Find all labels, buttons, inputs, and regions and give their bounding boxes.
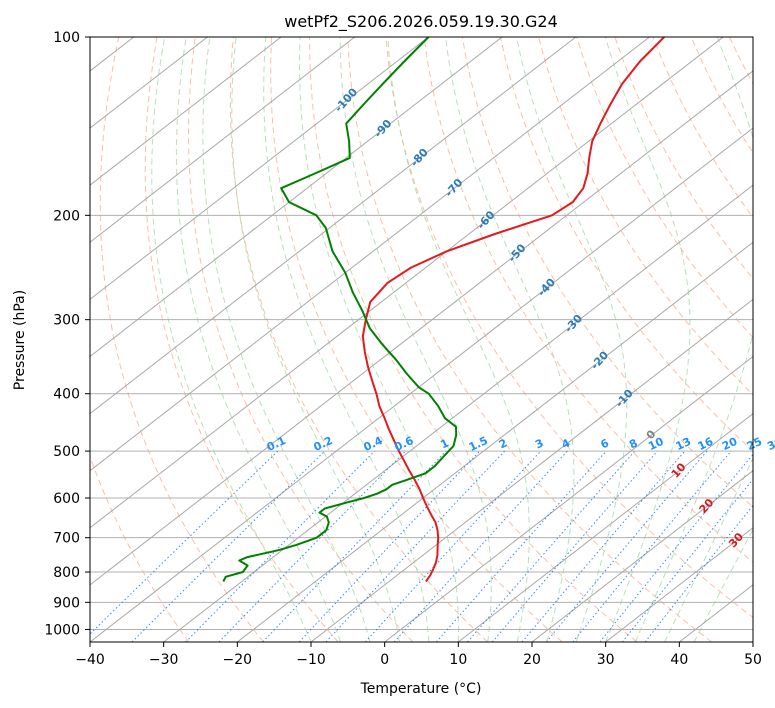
x-tick-label: 30 (597, 652, 615, 668)
moist-adiabat (387, 37, 530, 642)
dry-adiabat (347, 37, 713, 642)
x-tick-label: 0 (380, 652, 389, 668)
y-tick-label: 400 (53, 387, 80, 403)
mixing-ratio-line (218, 450, 406, 642)
isotherm-grid-line (90, 70, 753, 586)
mixing-ratio-line (364, 450, 542, 642)
dry-adiabat (229, 37, 488, 642)
mixing-ratio-label: 25 (745, 435, 764, 453)
moist-adiabat (263, 37, 430, 642)
x-tick-label: −20 (223, 652, 253, 668)
y-tick-label: 600 (53, 491, 80, 507)
isotherm-grid-line (384, 355, 753, 642)
isotherm-grid-line (531, 470, 753, 642)
x-tick-label: 50 (744, 652, 762, 668)
mixing-ratio-label: 13 (674, 435, 693, 453)
isotherm-grid-line (90, 37, 282, 186)
y-tick-label: 100 (53, 30, 80, 46)
isotherm-grid-line (458, 412, 753, 642)
moist-adiabat (298, 37, 459, 642)
dry-adiabat (270, 37, 563, 642)
x-tick-label: −40 (75, 652, 105, 668)
mixing-ratio-line (393, 450, 568, 642)
dry-adiabat (90, 454, 190, 642)
x-tick-label: 40 (670, 652, 688, 668)
isotherm-grid-line (90, 127, 753, 642)
isotherm-grid-line (237, 241, 753, 642)
background-lines (90, 37, 753, 642)
plot-frame (89, 36, 754, 643)
x-tick-label: 10 (449, 652, 467, 668)
mixing-ratio-line (298, 450, 481, 642)
isotherm-grid-line (90, 37, 503, 358)
dry-adiabat (538, 37, 753, 396)
mixing-ratio-label: 16 (696, 435, 716, 453)
moist-adiabat (516, 37, 628, 642)
mixing-ratio-line (185, 450, 375, 642)
moist-adiabat (604, 37, 691, 642)
dry-adiabat (309, 37, 638, 642)
dry-adiabat (385, 37, 753, 618)
x-axis-title: Temperature (°C) (360, 681, 482, 697)
isotherm-grid-line (90, 37, 429, 300)
temperature-profile-line (361, 37, 665, 583)
dry-adiabat (423, 37, 753, 563)
x-tick-label: −10 (296, 652, 326, 668)
chart-title: wetPf2_S206.2026.059.19.30.G24 (284, 12, 558, 32)
mixing-ratio-label: 20 (720, 435, 740, 453)
moist-adiabat (175, 37, 341, 642)
x-tick-label: 20 (523, 652, 541, 668)
mixing-ratio-label: 30 (765, 435, 775, 453)
x-tick-label: −30 (149, 652, 179, 668)
y-tick-label: 300 (53, 313, 80, 329)
mixing-ratio-line (545, 450, 708, 642)
sounding-lines (222, 37, 665, 583)
moist-adiabat (664, 456, 753, 642)
isotherm-grid-line (310, 298, 753, 642)
isotherm-grid-line (163, 184, 753, 642)
y-tick-label: 500 (53, 444, 80, 460)
isotherm-grid-line (90, 37, 356, 243)
isotherm-grid-line (90, 37, 577, 415)
dry-adiabat (144, 37, 339, 642)
y-tick-label: 800 (53, 565, 80, 581)
dewpoint-profile-line (222, 37, 458, 582)
mixing-ratio-line (572, 450, 732, 642)
dry-adiabat (188, 37, 414, 642)
y-axis-title: Pressure (hPa) (12, 290, 28, 390)
moist-adiabat (202, 37, 371, 642)
moist-adiabat (634, 37, 753, 642)
mixing-ratio-line (622, 478, 753, 642)
y-tick-label: 900 (53, 595, 80, 611)
y-tick-label: 700 (53, 531, 80, 547)
moist-adiabat (445, 37, 575, 642)
isotherm-grid-line (90, 37, 650, 472)
mixing-ratio-line (262, 450, 447, 642)
moist-adiabat (151, 37, 312, 642)
mixing-ratio-label: 10 (646, 435, 666, 453)
moist-adiabat (231, 37, 400, 642)
axes: −40 −30 −20 −10 0 10 20 30 40 50 100 200 300 400 500 60… (44, 30, 762, 668)
y-tick-label: 1000 (44, 622, 80, 638)
mixing-ratio-line (599, 453, 753, 642)
mixing-ratio-line (436, 450, 607, 642)
isotherm-grid-line (605, 527, 753, 642)
dry-adiabat (99, 37, 264, 642)
y-tick-label: 200 (53, 208, 80, 224)
dry-adiabat (576, 37, 753, 339)
mixing-ratio-line (131, 450, 325, 642)
